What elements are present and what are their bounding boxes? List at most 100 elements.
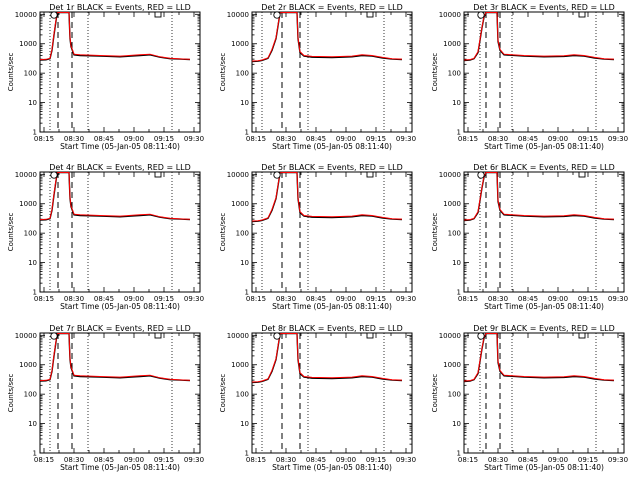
y-tick-label: 1000 [443,200,461,208]
square-marker [366,11,374,18]
y-tick-label: 1000 [19,361,37,369]
x-tick-label: 09:30 [184,135,204,143]
plot-frame [251,332,413,454]
plot-frame [251,11,413,133]
x-axis-label: Start Time (05-Jan-05 08:11:40) [484,463,604,472]
series-line-events [40,333,191,382]
y-tick-label: 10000 [439,171,461,179]
chart-panel-7: 1 10 100 1000 10000 08:15 08:30 08:45 09:00 09:15… [7,324,204,472]
x-tick-label: 09:30 [608,456,628,464]
circle-marker [273,332,281,340]
square-marker [366,171,374,178]
series-line-lld [464,333,615,382]
y-tick-label: 1 [33,450,37,458]
x-tick-label: 08:45 [306,456,326,464]
x-tick-label: 08:15 [34,295,54,303]
y-tick-label: 10 [240,420,249,428]
y-tick-label: 10000 [227,332,249,340]
circle-marker [50,171,58,179]
x-tick-label: 09:15 [366,456,386,464]
plot-frame [463,332,625,454]
circle-marker [477,332,485,340]
x-tick-label: 08:30 [276,295,296,303]
y-tick-label: 1 [457,450,461,458]
y-tick-label: 10 [452,259,461,267]
x-tick-label: 08:30 [64,295,84,303]
x-tick-label: 09:30 [396,456,416,464]
x-tick-label: 08:15 [34,456,54,464]
y-tick-label: 1 [33,289,37,297]
series-line-lld [464,12,615,61]
y-tick-label: 10000 [227,171,249,179]
y-axis-label: Counts/sec [431,53,439,92]
x-tick-label: 08:30 [64,135,84,143]
x-axis-label: Start Time (05-Jan-05 08:11:40) [272,302,392,311]
x-tick-label: 09:00 [336,135,356,143]
y-tick-label: 100 [448,230,461,238]
x-tick-label: 09:15 [578,135,598,143]
y-tick-label: 100 [236,230,249,238]
series-line-lld [252,172,403,222]
x-axis-label: Start Time (05-Jan-05 08:11:40) [484,142,604,151]
chart-panel-9: 1 10 100 1000 10000 08:15 08:30 08:45 09:00 09:15… [431,324,628,472]
x-tick-label: 09:15 [154,295,174,303]
circle-marker [50,11,58,19]
x-tick-label: 09:00 [548,456,568,464]
y-tick-label: 10 [240,259,249,267]
y-axis-label: Counts/sec [219,53,227,92]
y-tick-label: 10 [28,99,37,107]
circle-marker [477,11,485,19]
square-marker [154,11,162,18]
y-tick-label: 10 [452,420,461,428]
series-line-events [252,333,403,384]
plot-frame [39,332,201,454]
y-axis-label: Counts/sec [7,213,15,252]
y-tick-label: 100 [448,70,461,78]
y-tick-label: 100 [24,70,37,78]
x-tick-label: 08:45 [518,135,538,143]
square-marker [154,171,162,178]
chart-panel-5: 1 10 100 1000 10000 08:15 08:30 08:45 09:00 09:15… [219,163,416,311]
x-tick-label: 09:30 [608,135,628,143]
y-tick-label: 1000 [19,40,37,48]
plot-frame [39,11,201,133]
y-tick-label: 100 [236,391,249,399]
y-axis-label: Counts/sec [219,374,227,413]
y-tick-label: 10000 [227,11,249,19]
y-tick-label: 10 [28,259,37,267]
chart-title: Det 5r BLACK = Events, RED = LLD [261,163,403,172]
y-tick-label: 100 [24,391,37,399]
y-tick-label: 1 [457,129,461,137]
y-tick-label: 1000 [443,361,461,369]
x-tick-label: 08:15 [458,456,478,464]
x-tick-label: 09:00 [124,456,144,464]
y-axis-label: Counts/sec [219,213,227,252]
chart-panel-3: 1 10 100 1000 10000 08:15 08:30 08:45 09:00 09:15… [431,3,628,151]
x-axis-label: Start Time (05-Jan-05 08:11:40) [60,302,180,311]
square-marker [578,11,586,18]
y-tick-label: 1 [245,289,249,297]
series-line-events [252,172,403,223]
x-tick-label: 08:45 [94,135,114,143]
x-tick-label: 08:15 [458,135,478,143]
x-tick-label: 08:30 [488,295,508,303]
x-tick-label: 08:15 [246,295,266,303]
x-axis-label: Start Time (05-Jan-05 08:11:40) [484,302,604,311]
x-tick-label: 09:15 [578,456,598,464]
chart-panel-8: 1 10 100 1000 10000 08:15 08:30 08:45 09:00 09:15… [219,324,416,472]
y-tick-label: 10000 [439,332,461,340]
x-tick-label: 09:30 [396,295,416,303]
series-line-lld [40,12,191,61]
x-tick-label: 08:15 [458,295,478,303]
x-tick-label: 08:15 [34,135,54,143]
x-tick-label: 09:00 [336,295,356,303]
chart-title: Det 4r BLACK = Events, RED = LLD [49,163,191,172]
y-axis-label: Counts/sec [7,374,15,413]
x-tick-label: 09:30 [184,456,204,464]
series-line-events [40,12,191,61]
x-axis-label: Start Time (05-Jan-05 08:11:40) [60,142,180,151]
chart-title: Det 1r BLACK = Events, RED = LLD [49,3,191,12]
x-tick-label: 08:30 [64,456,84,464]
chart-title: Det 2r BLACK = Events, RED = LLD [261,3,403,12]
